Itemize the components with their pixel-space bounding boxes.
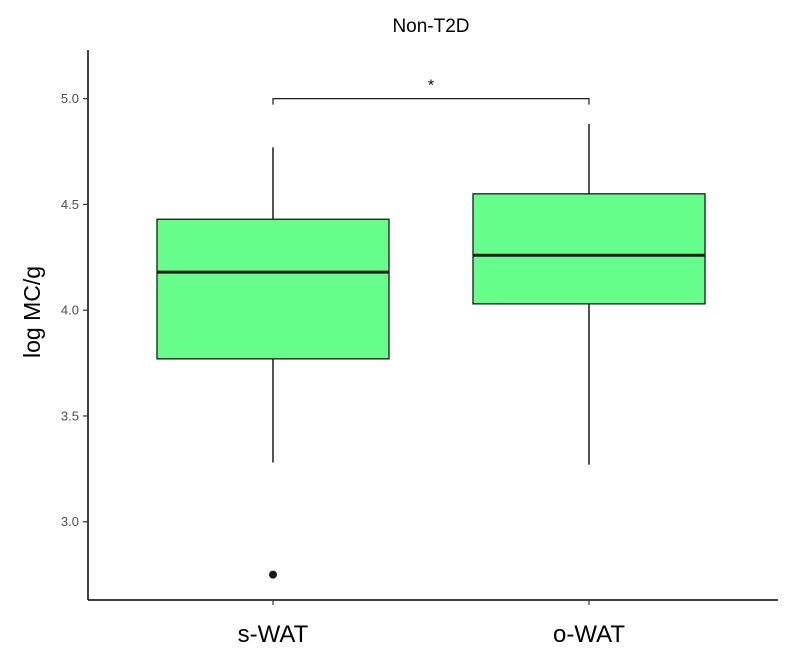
y-tick-label: 5.0 bbox=[61, 91, 79, 106]
y-tick-label: 4.0 bbox=[61, 303, 79, 318]
y-axis-label: log MC/g bbox=[19, 266, 45, 358]
significance-star: * bbox=[428, 78, 434, 95]
y-tick-label: 4.5 bbox=[61, 197, 79, 212]
box-marks bbox=[157, 124, 705, 579]
significance-annotation: * bbox=[273, 78, 589, 105]
interquartile-box bbox=[473, 194, 705, 304]
x-tick-label: s-WAT bbox=[238, 621, 309, 648]
significance-bracket bbox=[273, 99, 589, 105]
chart-title: Non-T2D bbox=[392, 16, 469, 37]
y-tick-label: 3.5 bbox=[61, 408, 79, 423]
box-s-wat bbox=[157, 147, 389, 578]
box-o-wat bbox=[473, 124, 705, 465]
outlier-point bbox=[269, 571, 277, 579]
y-tick-label: 3.0 bbox=[61, 514, 79, 529]
x-tick-label: o-WAT bbox=[553, 621, 625, 648]
interquartile-box bbox=[157, 219, 389, 359]
